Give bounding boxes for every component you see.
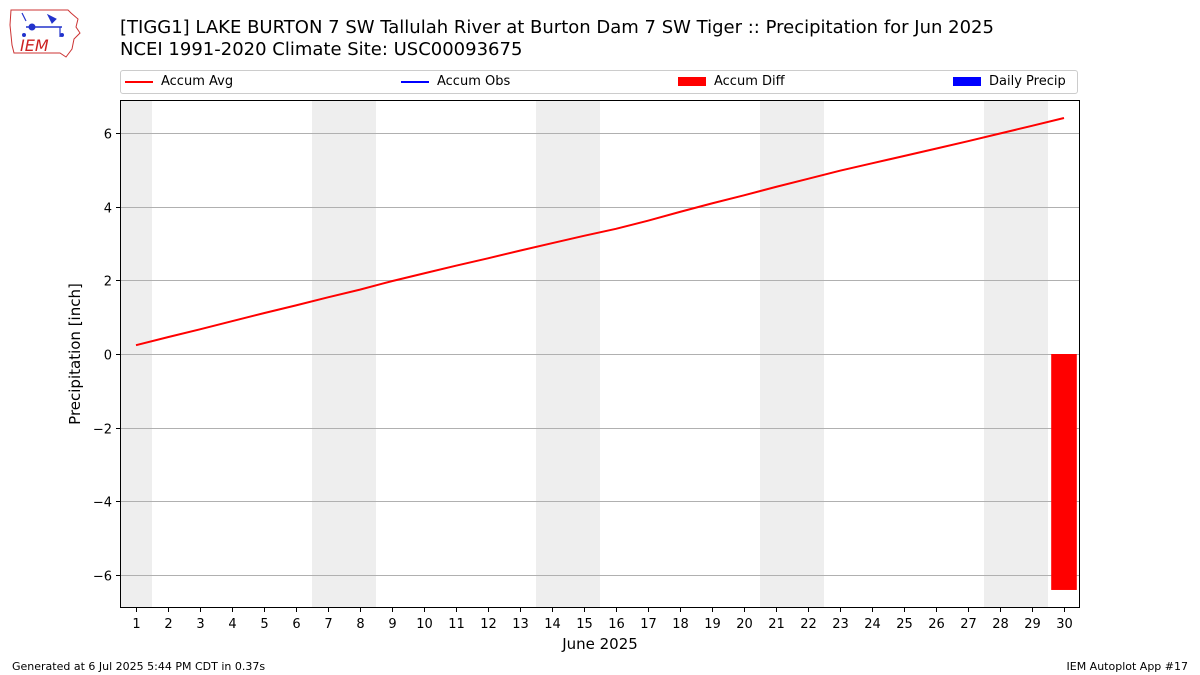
x-tick-label: 30 — [1056, 617, 1073, 632]
x-tick-label: 18 — [672, 617, 689, 632]
chart-legend: Accum Avg Accum Obs Accum Diff Daily Pre… — [120, 70, 1078, 94]
x-tick-label: 17 — [640, 617, 657, 632]
footer-app: IEM Autoplot App #17 — [1066, 660, 1189, 673]
x-tick-label: 19 — [704, 617, 721, 632]
x-tick-label: 20 — [736, 617, 753, 632]
series-line-accum-avg — [135, 117, 1065, 347]
legend-swatch-daily-precip — [953, 77, 981, 86]
x-axis-label: June 2025 — [561, 635, 638, 653]
legend-swatch-accum-avg — [125, 80, 153, 83]
x-tick-label: 29 — [1024, 617, 1041, 632]
title-line-1: [TIGG1] LAKE BURTON 7 SW Tallulah River … — [120, 17, 994, 38]
title-line-2: NCEI 1991-2020 Climate Site: USC00093675 — [120, 39, 523, 60]
x-tick-label: 8 — [356, 617, 364, 632]
x-tick-label: 16 — [608, 617, 625, 632]
x-tick-label: 28 — [992, 617, 1009, 632]
y-tick-label: 2 — [104, 275, 112, 290]
x-tick-label: 2 — [164, 617, 172, 632]
series-layer — [135, 117, 1077, 590]
legend-swatch-accum-diff — [678, 77, 706, 86]
x-tick-label: 3 — [196, 617, 204, 632]
x-tick-label: 21 — [768, 617, 785, 632]
footer-generated: Generated at 6 Jul 2025 5:44 PM CDT in 0… — [12, 660, 266, 673]
y-tick-label: −4 — [93, 496, 112, 511]
x-tick-label: 10 — [416, 617, 433, 632]
x-tick-label: 25 — [896, 617, 913, 632]
y-tick-label: −6 — [93, 570, 112, 585]
plot-frame — [120, 100, 1080, 608]
legend-item-accum-diff: Accum Diff — [678, 74, 785, 90]
legend-swatch-accum-obs — [401, 80, 429, 83]
iowa-outline-shape — [9, 9, 81, 58]
x-tick-label: 1 — [132, 617, 140, 632]
x-tick-label: 22 — [800, 617, 817, 632]
y-tick-label: −2 — [93, 423, 112, 438]
logo-text: IEM — [20, 36, 49, 55]
weather-station-icon — [21, 12, 64, 37]
x-tick-label: 9 — [388, 617, 396, 632]
legend-item-daily-precip: Daily Precip — [953, 74, 1066, 90]
x-tick-label: 23 — [832, 617, 849, 632]
legend-label-accum-obs: Accum Obs — [437, 74, 511, 89]
x-tick-label: 4 — [228, 617, 236, 632]
y-tick-label: 6 — [104, 128, 112, 143]
accum-diff-bar-day-30 — [1051, 354, 1077, 590]
x-tick-label: 12 — [480, 617, 497, 632]
legend-item-accum-obs: Accum Obs — [401, 74, 510, 90]
x-tick-label: 15 — [576, 617, 593, 632]
legend-item-accum-avg: Accum Avg — [125, 74, 233, 90]
legend-label-daily-precip: Daily Precip — [989, 74, 1066, 89]
iem-logo: IEM — [9, 9, 81, 58]
x-tick-label: 13 — [512, 617, 529, 632]
x-tick-label: 5 — [260, 617, 268, 632]
chart-title: [TIGG1] LAKE BURTON 7 SW Tallulah River … — [120, 17, 994, 61]
y-axis: −6 −4 −2 0 2 4 6 — [93, 128, 120, 585]
x-tick-label: 7 — [324, 617, 332, 632]
x-tick-label: 26 — [928, 617, 945, 632]
y-axis-label: Precipitation [inch] — [66, 283, 84, 425]
y-tick-label: 0 — [104, 349, 112, 364]
y-gridlines — [120, 133, 1080, 576]
x-axis: 1 2 3 4 5 6 7 8 9 10 11 12 13 14 15 16 17 18 19 20 21 22 23 24 2… — [132, 608, 1073, 632]
x-tick-label: 27 — [960, 617, 977, 632]
legend-label-accum-diff: Accum Diff — [714, 74, 785, 89]
x-tick-label: 24 — [864, 617, 881, 632]
y-tick-label: 4 — [104, 202, 112, 217]
x-tick-label: 14 — [544, 617, 561, 632]
x-tick-label: 6 — [292, 617, 300, 632]
legend-label-accum-avg: Accum Avg — [161, 74, 234, 89]
x-tick-label: 11 — [448, 617, 465, 632]
